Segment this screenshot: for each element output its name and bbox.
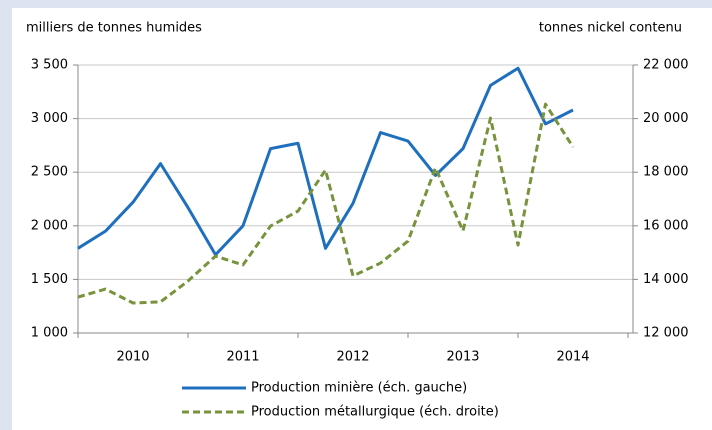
y2-tick-label: 20 000 (643, 111, 689, 126)
series-line (77, 66, 574, 257)
y-axis-label: milliers de tonnes humides (26, 21, 202, 36)
y2-tick-label: 18 000 (643, 165, 689, 180)
y-tick-label: 3 000 (31, 111, 68, 126)
y2-axis-label: tonnes nickel contenu (539, 21, 682, 36)
x-tick-label: 2010 (116, 350, 149, 365)
y2-tick-label: 14 000 (643, 272, 689, 287)
x-tick-label: 2014 (556, 350, 589, 365)
y-tick-label: 1 500 (31, 272, 68, 287)
series-line (77, 102, 575, 305)
y2-tick-label: 12 000 (643, 326, 689, 341)
y-tick-label: 1 000 (31, 326, 68, 341)
y2-tick-label: 16 000 (643, 218, 689, 233)
y-tick-label: 3 500 (31, 58, 68, 73)
legend-label: Production minière (éch. gauche) (251, 381, 467, 396)
y-tick-label: 2 500 (31, 165, 68, 180)
x-tick-label: 2013 (446, 350, 479, 365)
legend-label: Production métallurgique (éch. droite) (251, 405, 499, 420)
x-tick-label: 2011 (226, 350, 259, 365)
y-tick-label: 2 000 (31, 218, 68, 233)
y2-tick-label: 22 000 (643, 58, 689, 73)
panel (12, 8, 712, 430)
x-tick-label: 2012 (336, 350, 369, 365)
